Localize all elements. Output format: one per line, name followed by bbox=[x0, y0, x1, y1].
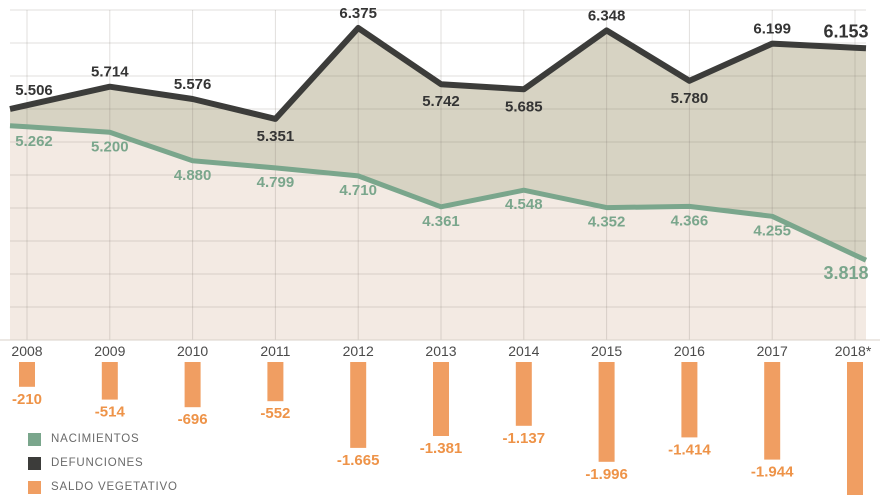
saldo-vegetativo-swatch-icon bbox=[28, 480, 41, 494]
legend-label-saldo-vegetativo: SALDO VEGETATIVO bbox=[51, 481, 178, 493]
legend-label-nacimientos: NACIMIENTOS bbox=[51, 433, 140, 445]
nacimientos-value-label: 4.710 bbox=[339, 182, 377, 199]
saldo-bar bbox=[764, 362, 781, 460]
saldo-value-label: -1.944 bbox=[751, 464, 794, 481]
x-axis-label: 2011 bbox=[260, 343, 290, 359]
defunciones-line bbox=[9, 25, 867, 122]
x-axis-label: 2018* bbox=[835, 343, 872, 359]
x-axis-label: 2008 bbox=[11, 343, 42, 359]
nacimientos-value-label: 3.818 bbox=[823, 263, 868, 283]
x-axis-label: 2009 bbox=[94, 343, 125, 359]
legend: NACIMIENTOS DEFUNCIONES SALDO VEGETATIVO bbox=[28, 432, 178, 494]
legend-item-saldo-vegetativo: SALDO VEGETATIVO bbox=[28, 480, 178, 494]
x-axis-label: 2014 bbox=[508, 343, 539, 359]
nacimientos-value-label: 4.366 bbox=[671, 212, 709, 229]
x-axis-label: 2016 bbox=[674, 343, 705, 359]
legend-item-defunciones: DEFUNCIONES bbox=[28, 456, 178, 470]
saldo-bar bbox=[101, 362, 118, 400]
saldo-value-label: -210 bbox=[12, 391, 42, 408]
saldo-value-label: -1.137 bbox=[503, 430, 546, 447]
saldo-bar bbox=[184, 362, 201, 408]
nacimientos-line bbox=[9, 123, 868, 263]
x-axis-label: 2010 bbox=[177, 343, 208, 359]
nacimientos-value-label: 4.880 bbox=[174, 167, 212, 184]
defunciones-value-label: 5.576 bbox=[174, 76, 212, 93]
defunciones-value-label: 5.780 bbox=[671, 90, 709, 107]
x-axis-label: 2012 bbox=[343, 343, 374, 359]
nacimientos-value-label: 4.361 bbox=[422, 213, 460, 230]
saldo-bar bbox=[350, 362, 367, 448]
legend-item-nacimientos: NACIMIENTOS bbox=[28, 432, 178, 446]
saldo-value-label: -696 bbox=[178, 411, 208, 428]
defunciones-swatch-icon bbox=[28, 456, 41, 470]
saldo-value-label: -552 bbox=[260, 405, 290, 422]
defunciones-value-label: 5.714 bbox=[91, 64, 129, 81]
saldo-bar bbox=[598, 362, 615, 462]
saldo-value-label: -514 bbox=[95, 404, 126, 421]
saldo-bar bbox=[19, 362, 35, 387]
x-axis-label: 2015 bbox=[591, 343, 622, 359]
defunciones-value-label: 6.375 bbox=[339, 5, 377, 22]
saldo-bar bbox=[515, 362, 532, 426]
nacimientos-swatch-icon bbox=[28, 432, 41, 446]
saldo-bar bbox=[847, 362, 863, 495]
legend-label-defunciones: DEFUNCIONES bbox=[51, 457, 144, 469]
saldo-bar bbox=[433, 362, 449, 436]
saldo-value-label: -1.381 bbox=[420, 440, 463, 457]
defunciones-value-label: 5.685 bbox=[505, 98, 543, 115]
defunciones-value-label: 6.153 bbox=[823, 22, 868, 42]
nacimientos-area bbox=[10, 125, 866, 340]
defunciones-value-label: 6.199 bbox=[753, 21, 791, 38]
saldo-bar bbox=[681, 362, 698, 438]
saldo-value-label: -1.996 bbox=[585, 466, 628, 483]
saldo-bar bbox=[267, 362, 284, 402]
defunciones-value-label: 6.348 bbox=[588, 7, 626, 24]
nacimientos-value-label: 5.200 bbox=[91, 138, 129, 155]
nacimientos-value-label: 4.799 bbox=[257, 174, 295, 191]
nacimientos-value-label: 5.262 bbox=[15, 133, 53, 150]
saldo-value-label: -1.414 bbox=[668, 441, 711, 458]
x-axis-label: 2013 bbox=[425, 343, 456, 359]
nacimientos-value-label: 4.548 bbox=[505, 196, 543, 213]
x-axis-label: 2017 bbox=[757, 343, 788, 359]
defunciones-value-label: 5.742 bbox=[422, 93, 460, 110]
defunciones-value-label: 5.351 bbox=[257, 128, 295, 145]
nacimientos-value-label: 4.255 bbox=[753, 222, 791, 239]
saldo-value-label: -1.665 bbox=[337, 452, 380, 469]
nacimientos-value-label: 4.352 bbox=[588, 214, 626, 231]
defunciones-value-label: 5.506 bbox=[15, 82, 53, 99]
